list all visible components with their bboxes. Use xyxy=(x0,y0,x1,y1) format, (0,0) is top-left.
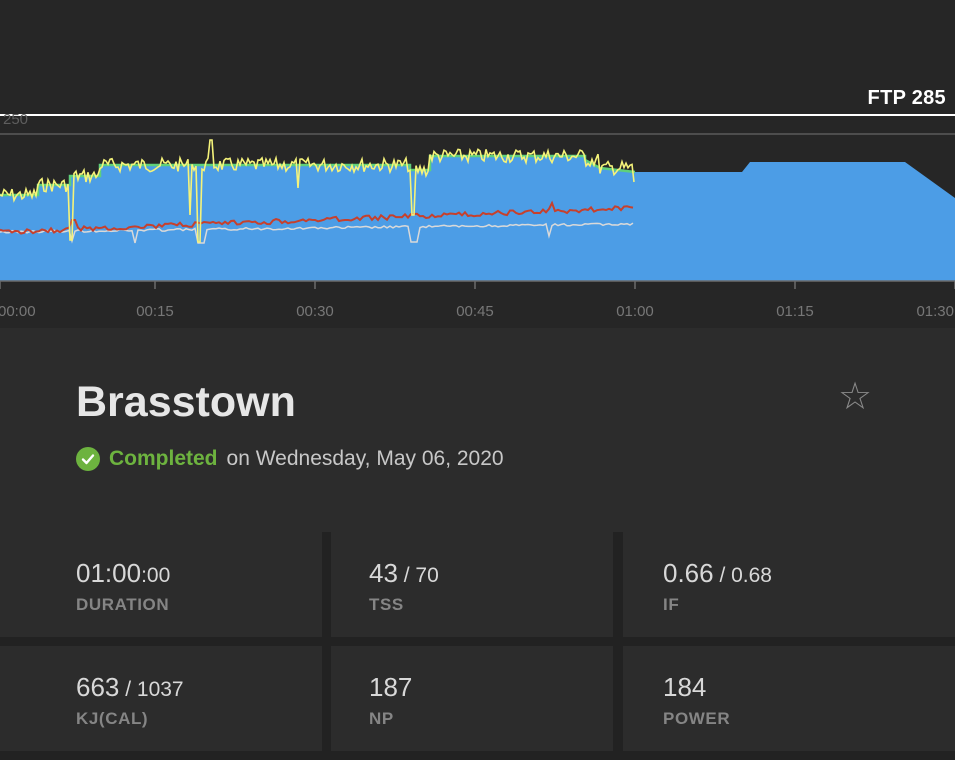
planned-workout-area xyxy=(0,156,955,281)
stat-value-main: 01:00 xyxy=(76,558,142,588)
completion-date: on Wednesday, May 06, 2020 xyxy=(226,447,504,470)
stat-label: NP xyxy=(369,709,394,728)
x-axis-ticks: 00:00 00:15 00:30 00:45 01:00 01:15 01:30 xyxy=(0,281,955,320)
x-tick-label: 01:00 xyxy=(616,303,654,320)
stat-power: 184 POWER xyxy=(623,646,955,751)
workout-detail-header: Brasstown ☆ Completed on Wednesday, May … xyxy=(0,328,955,532)
check-circle-icon xyxy=(76,447,100,471)
heart-rate-line xyxy=(0,200,634,235)
status-text: Completed xyxy=(109,447,218,470)
stat-tss: 43 / 70 TSS xyxy=(331,532,613,637)
stat-label: TSS xyxy=(369,595,404,614)
stat-value-main: 43 xyxy=(369,558,398,588)
x-tick-label: 00:45 xyxy=(456,303,494,320)
status-row: Completed on Wednesday, May 06, 2020 xyxy=(76,447,504,471)
stat-value: 43 / 70 xyxy=(369,558,439,589)
stat-value: 187 xyxy=(369,672,412,703)
stat-value: 01:00:00 xyxy=(76,558,170,589)
cadence-line xyxy=(0,222,634,244)
stat-value: 184 xyxy=(663,672,706,703)
stat-duration: 01:00:00 DURATION xyxy=(0,532,322,637)
stat-value: 663 / 1037 xyxy=(76,672,184,703)
stat-value-secondary: / 0.68 xyxy=(713,564,772,587)
stat-label: DURATION xyxy=(76,595,170,614)
y-tick-label-250: 250 xyxy=(3,111,28,128)
stat-value-main: 184 xyxy=(663,672,707,702)
stat-value-secondary: / 70 xyxy=(397,564,439,587)
stat-label: KJ(CAL) xyxy=(76,709,149,728)
x-tick-label: 00:30 xyxy=(296,303,334,320)
stat-if: 0.66 / 0.68 IF xyxy=(623,532,955,637)
power-line xyxy=(0,139,635,243)
x-tick-label: 00:00 xyxy=(0,303,36,320)
x-tick-label: 01:15 xyxy=(776,303,814,320)
stat-value-secondary: / 1037 xyxy=(119,678,184,701)
star-icon[interactable]: ☆ xyxy=(838,374,873,418)
stat-value: 0.66 / 0.68 xyxy=(663,558,772,589)
workout-chart[interactable]: 250 00:00 00:15 00:30 00:45 01:00 01:15 01:30 … xyxy=(0,0,955,328)
workout-title: Brasstown xyxy=(76,378,296,426)
stat-label: POWER xyxy=(663,709,731,728)
x-tick-label: 00:15 xyxy=(136,303,174,320)
ftp-label: FTP 285 xyxy=(867,87,946,109)
stat-np: 187 NP xyxy=(331,646,613,751)
power-chart-svg: 250 00:00 00:15 00:30 00:45 01:00 01:15 01:30 xyxy=(0,111,955,320)
stat-label: IF xyxy=(663,595,680,614)
x-tick-label: 01:30 xyxy=(916,303,954,320)
stat-kj: 663 / 1037 KJ(CAL) xyxy=(0,646,322,751)
stat-value-main: 0.66 xyxy=(663,558,714,588)
stat-value-main: 663 xyxy=(76,672,120,702)
stat-value-secondary: :00 xyxy=(141,564,171,587)
stat-value-main: 187 xyxy=(369,672,413,702)
